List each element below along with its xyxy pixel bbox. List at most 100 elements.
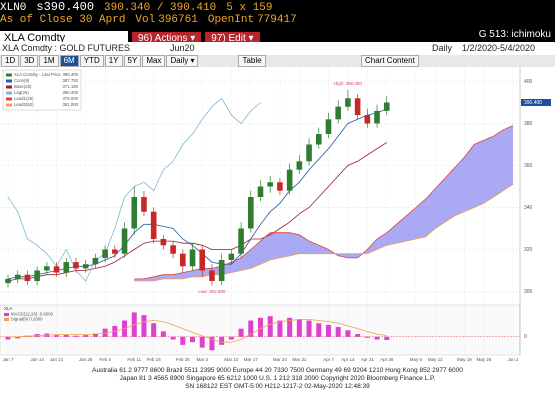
- macd-bar: [141, 315, 147, 337]
- x-tick-label: Mar 10: [224, 357, 239, 362]
- table-button[interactable]: Table: [238, 55, 266, 67]
- legend-value: 351.000: [62, 102, 78, 107]
- candle-body: [247, 197, 254, 229]
- x-tick-label: Jan 14: [30, 357, 44, 362]
- macd-title: XLA: [4, 306, 13, 311]
- x-tick-label: Jan 21: [50, 357, 64, 362]
- candle-body: [354, 98, 361, 116]
- macd-bar: [316, 323, 322, 337]
- x-tick-label: Feb 11: [127, 357, 141, 362]
- legend-label: MACD(12,26) -0.6000: [11, 312, 54, 317]
- oi-label: OpenInt: [207, 14, 255, 26]
- period-button[interactable]: YTD: [79, 55, 104, 67]
- vol-label: Vol: [135, 14, 156, 26]
- candle-body: [34, 270, 40, 281]
- security-field[interactable]: XLA Comdty: [0, 31, 128, 42]
- candle-body: [345, 98, 351, 107]
- contract: Jun20: [170, 43, 195, 53]
- candle-body: [364, 115, 371, 124]
- legend-swatch: [4, 313, 9, 316]
- as-of: As of Close 30 Aprd: [0, 14, 126, 26]
- edit-button[interactable]: 97) Edit ▾: [205, 32, 260, 42]
- y-tick-label: 340: [524, 205, 533, 211]
- legend-label: Lag(26): [14, 90, 29, 95]
- x-tick-label: Mar 24: [273, 357, 288, 362]
- macd-bar: [190, 336, 196, 343]
- candle-body: [209, 270, 215, 281]
- macd-bar: [277, 320, 283, 337]
- period-button[interactable]: Max: [142, 55, 166, 67]
- candle-body: [180, 253, 186, 267]
- macd-bar: [248, 320, 254, 337]
- y-tick-label: 300: [524, 289, 533, 295]
- footer-line: Australia 61 2 9777 8600 Brazil 5511 239…: [92, 367, 463, 374]
- period-button[interactable]: 1M: [39, 55, 59, 67]
- price-tag: 390.400: [524, 100, 542, 106]
- chart: 300 320 340 360 380 400 Jan 7 Jan 14 Jan 21 Jan 2…: [0, 67, 555, 365]
- candle-body: [228, 253, 235, 260]
- macd-bar: [364, 336, 370, 338]
- candle-body: [73, 262, 79, 269]
- x-tick-label: Jan 7: [2, 357, 14, 362]
- candle-body: [335, 106, 341, 120]
- period-button[interactable]: 3D: [20, 55, 39, 67]
- macd-bar: [306, 320, 312, 337]
- candle-body: [286, 169, 293, 191]
- candle-body: [170, 245, 176, 254]
- period-button[interactable]: 5Y: [123, 55, 142, 67]
- macd-bar: [238, 328, 244, 337]
- chart-content-button[interactable]: Chart Content: [361, 55, 419, 67]
- x-tick-label: Apr 7: [323, 357, 334, 362]
- ichimoku-line: [134, 184, 514, 282]
- macd-bar: [355, 334, 361, 337]
- x-tick-label: Mar 3: [196, 357, 208, 362]
- candle-body: [306, 144, 312, 162]
- legend-value: 371.180: [62, 84, 78, 89]
- actions-button[interactable]: 96) Actions ▾: [132, 32, 202, 42]
- period-button[interactable]: 1Y: [104, 55, 123, 67]
- macd-bar: [92, 333, 98, 337]
- price-tag-bg: [521, 99, 551, 106]
- period-bar: 1D 3D 1M 6M YTD 1Y 5Y Max Daily ▾ Table Chart Cont…: [0, 55, 555, 67]
- candle-body: [82, 264, 89, 269]
- x-tick-label: Jan 28: [79, 357, 93, 362]
- description: XLA Comdty : GOLD FUTURES: [2, 43, 131, 53]
- macd-bar: [345, 330, 351, 337]
- candle-body: [325, 119, 332, 134]
- period-button[interactable]: 1D: [1, 55, 20, 67]
- macd-bar: [219, 336, 225, 345]
- legend-box: [2, 69, 82, 111]
- vol: 396761: [158, 14, 198, 26]
- macd-bar: [54, 335, 60, 337]
- legend-swatch: [4, 318, 9, 321]
- candle-body: [277, 182, 283, 191]
- x-tick-label: May 5: [410, 357, 423, 362]
- candle-body: [102, 249, 108, 258]
- x-tick-label: Feb 25: [176, 357, 191, 362]
- ticker: XLN0: [0, 2, 27, 14]
- macd-bar: [160, 331, 166, 337]
- ichimoku-line: [7, 108, 387, 280]
- candle-body: [160, 239, 167, 246]
- period-buttons: 1D 3D 1M 6M YTD 1Y 5Y Max: [0, 55, 166, 67]
- x-tick-label: Mar 17: [244, 357, 259, 362]
- description-bar: XLA Comdty : GOLD FUTURES Jun20 Daily 1/2/2…: [0, 42, 555, 55]
- signal-line: [8, 319, 387, 343]
- candle-body: [296, 161, 303, 170]
- footer: Australia 61 2 9777 8600 Brazil 5511 239…: [0, 365, 555, 402]
- candle-body: [24, 274, 31, 281]
- candle-body: [383, 102, 390, 111]
- macd-bar: [5, 336, 11, 340]
- ichimoku-line: [7, 142, 388, 282]
- period-button[interactable]: 6M: [59, 55, 79, 67]
- macd-bar: [151, 323, 157, 337]
- annotation: Low: 302.800: [198, 289, 226, 294]
- daily-select[interactable]: Daily ▾: [166, 55, 199, 67]
- x-tick-label: May 12: [428, 357, 443, 362]
- bid-ask: 390.340 / 390.410: [104, 2, 217, 14]
- date-range: 1/2/2020-5/4/2020: [462, 43, 536, 53]
- macd-bar: [83, 335, 89, 337]
- legend-swatch: [6, 103, 12, 107]
- legend-label: Signal(9) 0.2000: [11, 317, 43, 322]
